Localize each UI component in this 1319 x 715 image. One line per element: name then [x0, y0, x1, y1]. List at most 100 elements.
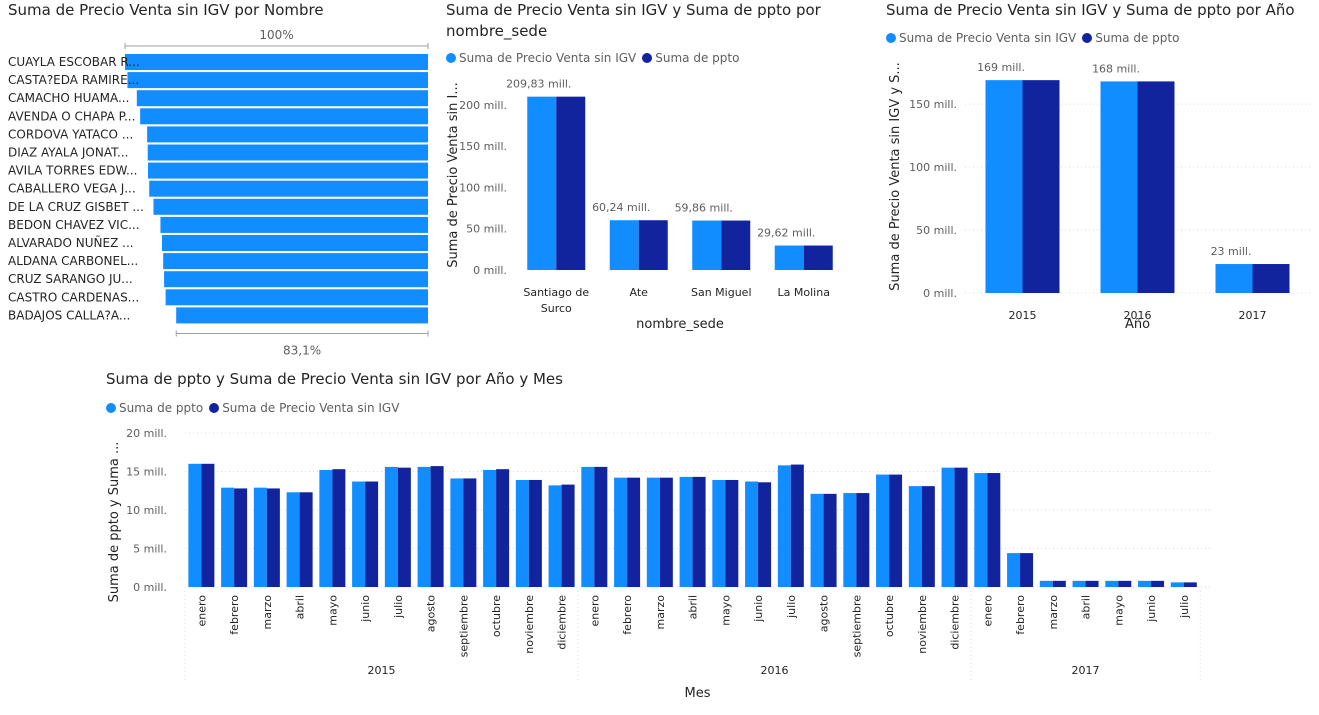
category-label: AVENDA O CHAPA P...: [8, 109, 135, 123]
x-tick-label: agosto: [818, 595, 831, 632]
bar: [147, 126, 428, 143]
bar: [450, 478, 464, 587]
bar: [160, 216, 429, 233]
bar: [234, 488, 248, 587]
y-tick-label: 50 mill.: [466, 223, 507, 236]
data-label: 29,62 mill.: [757, 227, 815, 240]
bar: [908, 486, 922, 587]
data-label: 169 mill.: [977, 61, 1025, 74]
bar: [365, 481, 379, 587]
y-tick-label: 0 mill.: [923, 287, 957, 300]
x-tick-label: 2015: [1009, 309, 1037, 322]
y-tick-label: 5 mill.: [133, 543, 167, 556]
bar: [609, 220, 639, 270]
category-label: CRUZ SARANGO JU...: [8, 272, 133, 286]
bar: [638, 220, 668, 270]
bar: [1118, 580, 1132, 587]
data-label: 209,83 mill.: [506, 78, 571, 91]
bar: [1007, 553, 1021, 587]
bar: [127, 72, 428, 89]
bar: [384, 466, 398, 587]
bar: [515, 479, 529, 587]
bar: [161, 235, 428, 251]
bar: [725, 479, 739, 587]
legend-dot-icon: [106, 403, 116, 413]
bar: [1252, 264, 1290, 293]
bar: [149, 180, 429, 197]
x-tick-label: Santiago de: [523, 286, 589, 299]
bar: [712, 479, 726, 587]
bar: [165, 289, 429, 306]
bar: [856, 493, 870, 587]
bar: [581, 466, 595, 587]
chart-title: Suma de Precio Venta sin IGV y Suma de p…: [886, 1, 1295, 19]
bar: [286, 492, 300, 587]
x-tick-label: enero: [195, 595, 208, 627]
bar: [527, 96, 557, 270]
bar: [299, 492, 313, 587]
x-tick-label: febrero: [621, 595, 634, 635]
legend-item[interactable]: Suma de Precio Venta sin IGV: [446, 51, 636, 65]
category-label: CAMACHO HUAMA...: [8, 91, 129, 105]
panel-sede: Suma de Precio Venta sin IGV y Suma de p…: [440, 0, 880, 340]
legend: Suma de Precio Venta sin IGV Suma de ppt…: [886, 31, 1185, 45]
bar: [987, 473, 1001, 587]
legend-label: Suma de ppto: [1095, 31, 1180, 45]
bar: [163, 253, 429, 270]
x-tick-label: marzo: [261, 595, 274, 630]
x-tick-label: noviembre: [523, 595, 536, 654]
legend-label: Suma de Precio Venta sin IGV: [899, 31, 1077, 45]
bar: [692, 476, 706, 587]
x-tick-label: junio: [752, 595, 765, 623]
bar: [646, 477, 660, 587]
x-tick-label: enero: [981, 595, 994, 627]
bar: [941, 467, 955, 587]
y-tick-label: 100 mill.: [909, 161, 957, 174]
x-tick-label: julio: [785, 595, 798, 619]
y-tick-label: 150 mill.: [909, 98, 957, 111]
bar: [843, 493, 857, 587]
legend-label: Suma de ppto: [119, 401, 204, 415]
group-label: 2015: [367, 664, 395, 677]
bar: [430, 466, 444, 587]
bar: [352, 481, 366, 587]
x-tick-label: marzo: [654, 595, 667, 630]
legend-dot-icon: [446, 53, 456, 63]
legend-item[interactable]: Suma de Precio Venta sin IGV: [886, 31, 1076, 45]
bar: [496, 469, 510, 587]
legend-dot-icon: [209, 403, 220, 413]
legend-item[interactable]: Suma de ppto: [106, 401, 203, 415]
bar: [125, 54, 428, 70]
bar: [954, 467, 968, 587]
legend-label: Suma de Precio Venta sin IGV: [222, 401, 400, 415]
x-tick-label: septiembre: [457, 595, 470, 658]
legend: Suma de ppto Suma de Precio Venta sin IG…: [106, 401, 405, 415]
bar: [136, 90, 428, 107]
bar: [1138, 580, 1152, 587]
bar: [140, 108, 428, 125]
bar: [153, 198, 428, 215]
bar: [148, 162, 428, 179]
bar: [1052, 580, 1066, 587]
legend-item[interactable]: Suma de ppto: [642, 51, 739, 65]
category-label: CASTRO CARDENAS...: [8, 290, 139, 304]
x-tick-label: Surco: [541, 302, 572, 315]
bar: [692, 220, 722, 270]
panel-anio: Suma de Precio Venta sin IGV y Suma de p…: [880, 0, 1319, 340]
legend-item[interactable]: Suma de Precio Venta sin IGV: [209, 401, 399, 415]
bar: [974, 473, 988, 587]
bar: [201, 463, 215, 587]
y-tick-label: 150 mill.: [459, 140, 507, 153]
category-label: CASTA?EDA RAMIRE...: [8, 73, 139, 87]
x-tick-label: junio: [359, 595, 372, 623]
x-tick-label: octubre: [490, 595, 503, 637]
legend-label: Suma de ppto: [655, 51, 740, 65]
bar: [164, 271, 428, 288]
bar: [594, 466, 608, 587]
bar: [397, 467, 411, 587]
bar: [876, 474, 890, 587]
legend-item[interactable]: Suma de ppto: [1082, 31, 1179, 45]
data-label: 168 mill.: [1092, 62, 1140, 75]
y-tick-label: 50 mill.: [916, 224, 957, 237]
x-tick-label: octubre: [883, 595, 896, 637]
